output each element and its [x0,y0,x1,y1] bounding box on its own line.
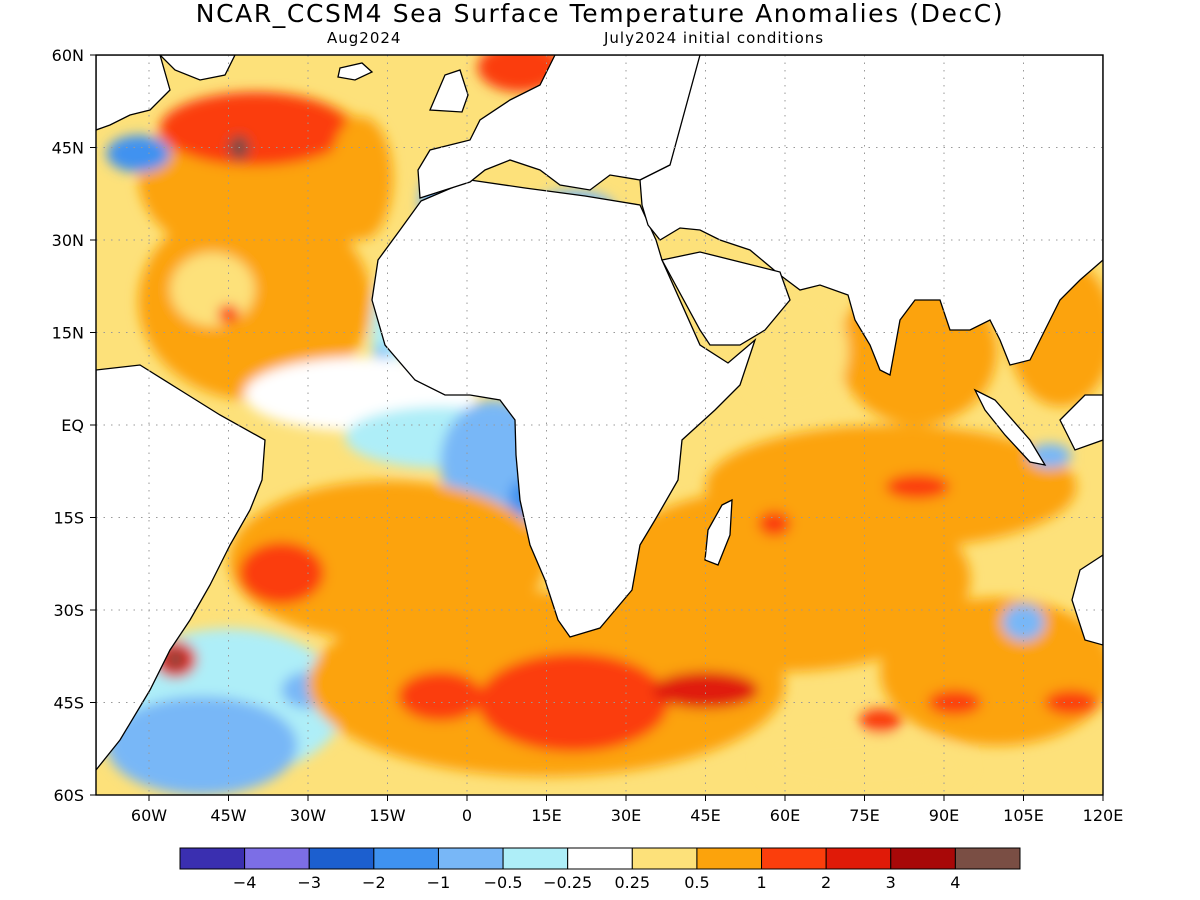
latitude-labels: 60N 45N 30N 15N EQ 15S 30S 45S 60S [52,46,84,805]
land-greenland [159,55,236,81]
colorbar-swatch [244,847,310,870]
lon-label: 90E [929,806,959,825]
anomaly-region [329,116,393,240]
lon-label: 120E [1083,806,1124,825]
colorbar-label: −4 [233,873,257,892]
lat-label: 60S [53,786,84,805]
colorbar-label: 3 [886,873,896,892]
lon-label: 60W [131,806,167,825]
lat-label: 45S [53,694,84,713]
anomaly-region [106,696,298,795]
colorbar-label: 1 [756,873,766,892]
colorbar-swatch [567,847,633,870]
colorbar-label: 0.25 [614,873,650,892]
anomaly-region [758,511,791,536]
lat-label: 60N [52,46,84,65]
land-masses [96,55,1103,772]
lon-label: 30E [611,806,641,825]
land-sumatra [973,388,1047,466]
colorbar-swatch [373,847,439,870]
anomaly-region [159,92,351,166]
land-south-america [96,364,266,772]
land-africa [371,179,757,638]
lat-label: EQ [61,416,84,435]
lon-label: 30W [290,806,326,825]
anomaly-region [652,671,759,709]
land-australia [1071,554,1103,646]
longitude-labels: 60W 45W 30W 15W 0 15E 30E 45E 60E 75E 90E 105E 120E [131,806,1123,825]
lat-label: 30S [53,601,84,620]
colorbar-label: −3 [297,873,321,892]
anomaly-region [928,690,982,715]
land-asia [639,55,1103,376]
anomaly-region [1002,603,1045,641]
colorbar-swatch [631,847,698,870]
colorbar-swatch [825,847,892,870]
forecast-month: Aug2024 [327,29,402,47]
colorbar-label: −2 [362,873,386,892]
land-arabia [661,251,791,346]
anomaly-region [758,733,971,795]
lat-label: 30N [52,231,84,250]
colorbar-swatch [761,847,827,870]
land-north-america [96,55,171,131]
colorbar-label: 0.5 [684,873,709,892]
initial-conditions: July2024 initial conditions [604,29,825,47]
colorbar-swatch [954,847,1021,870]
land-madagascar [704,498,733,566]
anomaly-region [167,650,184,669]
colorbar-label: 2 [821,873,831,892]
lon-label: 60E [770,806,800,825]
land-britain [429,69,469,113]
anomaly-region [477,653,669,752]
lat-label: 15S [53,509,84,528]
anomaly-region [217,304,240,324]
anomaly-region [239,542,324,604]
lon-label: 0 [462,806,472,825]
colorbar-label: −0.25 [543,873,592,892]
plot-frame [95,54,1104,796]
lon-label: 15W [369,806,405,825]
lat-label: 15N [52,324,84,343]
colorbar-swatch [502,847,569,870]
colorbar-swatch [308,847,375,870]
anomaly-region [106,135,171,173]
lon-label: 45W [210,806,246,825]
lon-label: 105E [1003,806,1044,825]
colorbar-label: −0.5 [484,873,523,892]
land-iceland [337,62,374,81]
map-title: NCAR_CCSM4 Sea Surface Temperature Anoma… [195,0,1005,28]
lat-label: 45N [52,139,84,158]
anomaly-region [859,708,902,734]
colorbar-swatch [179,847,246,870]
colorbar-swatches [179,847,1021,870]
colorbar-label: −1 [427,873,451,892]
colorbar-label: 4 [950,873,960,892]
land-borneo [1059,394,1103,451]
lon-label: 75E [849,806,879,825]
colorbar-swatch [696,847,763,870]
colorbar-swatch [890,847,956,870]
anomaly-region [885,474,950,499]
colorbar-labels: −4 −3 −2 −1 −0.5 −0.25 0.25 0.5 1 2 3 4 [233,873,961,892]
anomaly-region [398,671,483,721]
lon-label: 45E [690,806,720,825]
colorbar-swatch [437,847,504,870]
lon-label: 15E [531,806,561,825]
anomaly-region [138,203,372,401]
